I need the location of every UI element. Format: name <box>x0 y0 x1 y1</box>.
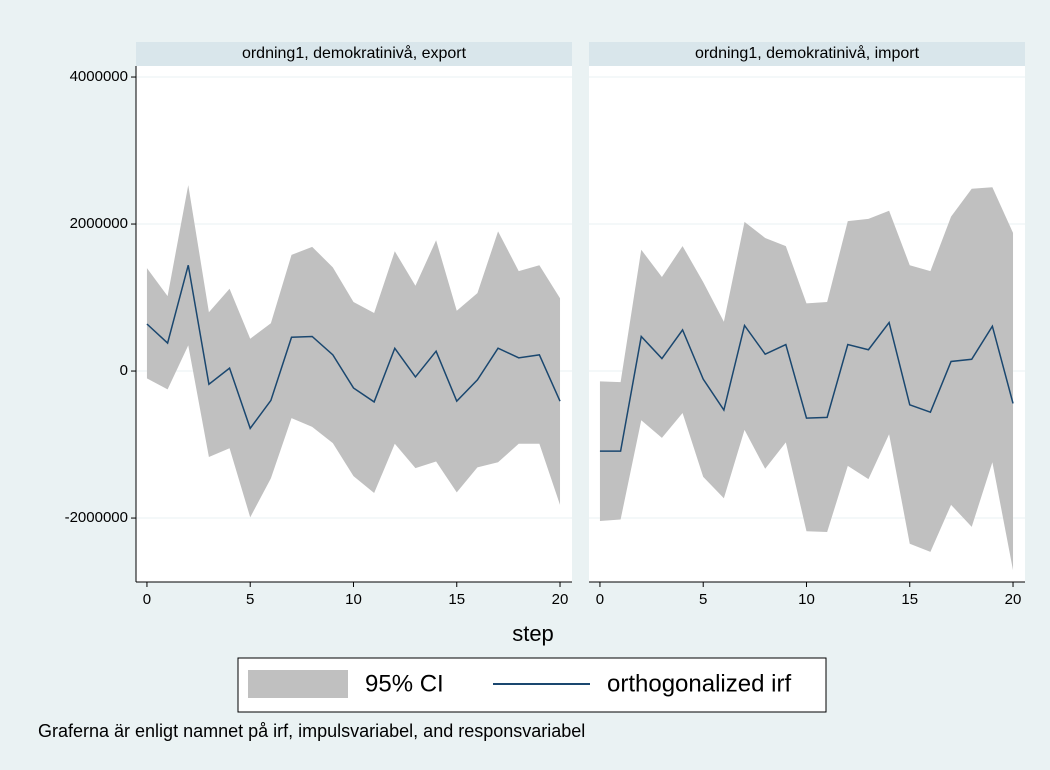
panel-header <box>589 42 1025 66</box>
note: Graferna är enligt namnet på irf, impuls… <box>38 721 585 741</box>
x-tick-label: 20 <box>1005 591 1022 608</box>
irf-line <box>146 265 561 430</box>
ci-band <box>599 187 1014 571</box>
legend-label: orthogonalized irf <box>607 670 791 697</box>
panel-title: ordning1, demokratinivå, import <box>695 44 920 62</box>
ci-band <box>146 185 561 518</box>
x-tick-label: 5 <box>246 591 254 608</box>
y-tick-label: 2000000 <box>70 215 128 232</box>
y-tick-label: 4000000 <box>70 68 128 85</box>
legend-swatch <box>248 670 348 698</box>
y-tick-label: 0 <box>120 362 128 379</box>
y-tick-label: -2000000 <box>65 509 128 526</box>
panel-title: ordning1, demokratinivå, export <box>242 44 467 62</box>
x-tick-label: 0 <box>596 591 604 608</box>
x-tick-label: 10 <box>798 591 815 608</box>
x-tick-label: 10 <box>345 591 362 608</box>
legend-label: 95% CI <box>365 670 444 697</box>
x-tick-label: 0 <box>143 591 151 608</box>
irf-line <box>599 320 1014 452</box>
x-axis-label: step <box>512 621 554 646</box>
x-tick-label: 20 <box>552 591 569 608</box>
panel-header <box>136 42 572 66</box>
x-tick-label: 15 <box>901 591 918 608</box>
x-tick-label: 15 <box>448 591 465 608</box>
x-tick-label: 5 <box>699 591 707 608</box>
